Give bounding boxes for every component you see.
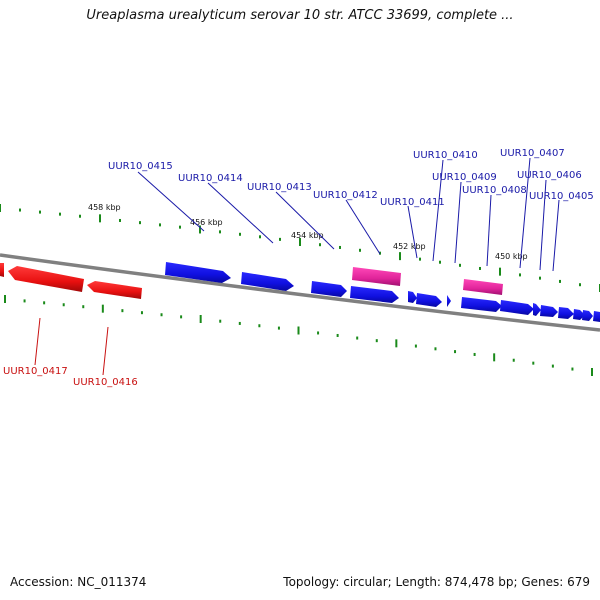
kbp-label-452: 452 kbp [393,242,426,251]
accession-text: Accession: NC_011374 [10,575,147,589]
gene-leader-lines [137,157,560,272]
gene-label-uur10-0414[interactable]: UUR10_0414 [178,173,243,184]
gene-leader-lines-red [34,317,109,376]
kbp-label-450: 450 kbp [495,252,528,261]
gene-label-uur10-0410[interactable]: UUR10_0410 [413,150,478,161]
gene-arrow-forward[interactable] [533,303,541,316]
kbp-label-456: 456 kbp [190,218,223,227]
gene-label-uur10-0415[interactable]: UUR10_0415 [108,161,173,172]
gene-arrow-reverse[interactable] [8,266,84,292]
gene-label-uur10-0409[interactable]: UUR10_0409 [432,172,497,183]
gene-arrow-forward[interactable] [447,295,451,307]
gene-arrow-forward[interactable] [350,286,399,303]
gene-arrow-forward[interactable] [311,281,347,297]
gene-arrow-reverse[interactable] [0,263,4,277]
gene-arrow-forward[interactable] [558,307,574,319]
gene-block-pink[interactable] [352,267,401,286]
gene-arrow-forward[interactable] [416,293,442,307]
inner-tick-ring [4,295,593,376]
outer-tick-ring [0,204,600,292]
kbp-label-458: 458 kbp [88,203,121,212]
gene-arrow-forward[interactable] [573,309,585,320]
gene-block-pink[interactable] [463,279,503,295]
map-title: Ureaplasma urealyticum serovar 10 str. A… [86,8,514,23]
kbp-label-454: 454 kbp [291,231,324,240]
gene-arrow-forward[interactable] [241,272,294,291]
gene-arrow-forward[interactable] [500,300,534,315]
gene-arrow-forward[interactable] [582,310,593,321]
gene-arrow-forward[interactable] [408,291,417,303]
gene-label-uur10-0406[interactable]: UUR10_0406 [517,170,582,181]
gene-label-uur10-0416[interactable]: UUR10_0416 [73,377,138,388]
gene-arrow-reverse[interactable] [87,281,142,299]
gene-arrow-forward[interactable] [165,262,231,283]
gene-label-uur10-0412[interactable]: UUR10_0412 [313,190,378,201]
gene-label-uur10-0405[interactable]: UUR10_0405 [529,191,594,202]
gene-arrow-forward[interactable] [461,297,502,312]
summary-text: Topology: circular; Length: 874,478 bp; … [283,575,590,589]
gene-arrow-forward[interactable] [593,311,600,322]
gene-label-uur10-0413[interactable]: UUR10_0413 [247,182,312,193]
gene-label-uur10-0407[interactable]: UUR10_0407 [500,148,565,159]
genome-backbone [0,253,600,332]
gene-label-uur10-0411[interactable]: UUR10_0411 [380,197,445,208]
gene-label-uur10-0408[interactable]: UUR10_0408 [462,185,527,196]
gene-arrow-forward[interactable] [540,305,558,317]
gene-label-uur10-0417[interactable]: UUR10_0417 [3,366,68,377]
